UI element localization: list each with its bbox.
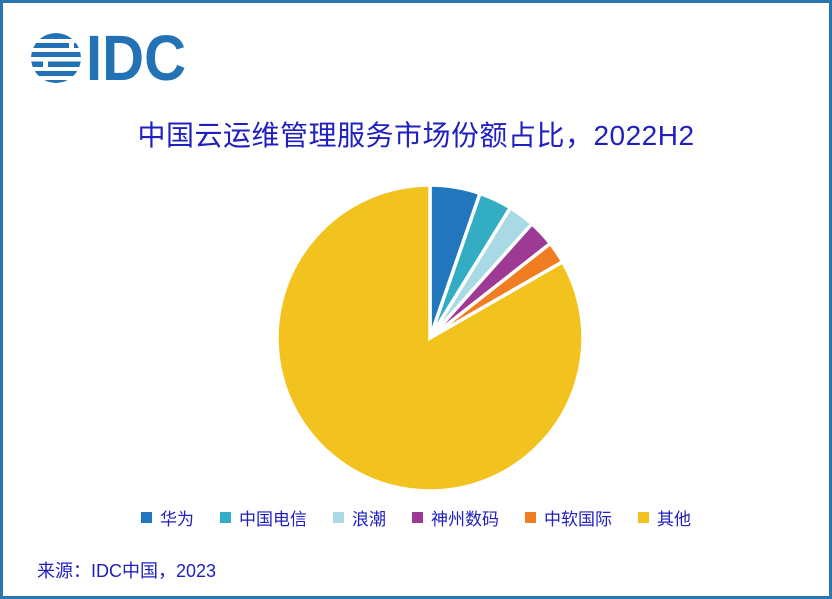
idc-logo-text: IDC <box>86 27 186 89</box>
legend-swatch-icon <box>412 512 423 523</box>
legend-label: 中国电信 <box>239 510 307 529</box>
legend-label: 华为 <box>160 510 194 529</box>
legend-item: 中软国际 <box>525 505 612 530</box>
pie-chart <box>275 183 585 493</box>
legend-label: 神州数码 <box>431 510 499 529</box>
legend-swatch-icon <box>333 512 344 523</box>
legend-item: 其他 <box>638 505 691 530</box>
legend-label: 中软国际 <box>544 510 612 529</box>
legend-swatch-icon <box>638 512 649 523</box>
legend-label: 其他 <box>657 510 691 529</box>
legend-item: 中国电信 <box>220 505 307 530</box>
legend: 华为 中国电信 浪潮 神州数码 中软国际 其他 <box>3 505 829 530</box>
legend-item: 浪潮 <box>333 505 386 530</box>
source-note: 来源：IDC中国，2023 <box>37 561 217 581</box>
legend-swatch-icon <box>141 512 152 523</box>
legend-label: 浪潮 <box>352 510 386 529</box>
legend-swatch-icon <box>525 512 536 523</box>
pie-slice-5 <box>275 183 585 493</box>
chart-title: 中国云运维管理服务市场份额占比，2022H2 <box>137 120 695 151</box>
legend-swatch-icon <box>220 512 231 523</box>
idc-globe-icon <box>31 33 81 83</box>
legend-item: 华为 <box>141 505 194 530</box>
idc-logo: IDC <box>31 27 186 89</box>
legend-item: 神州数码 <box>412 505 499 530</box>
